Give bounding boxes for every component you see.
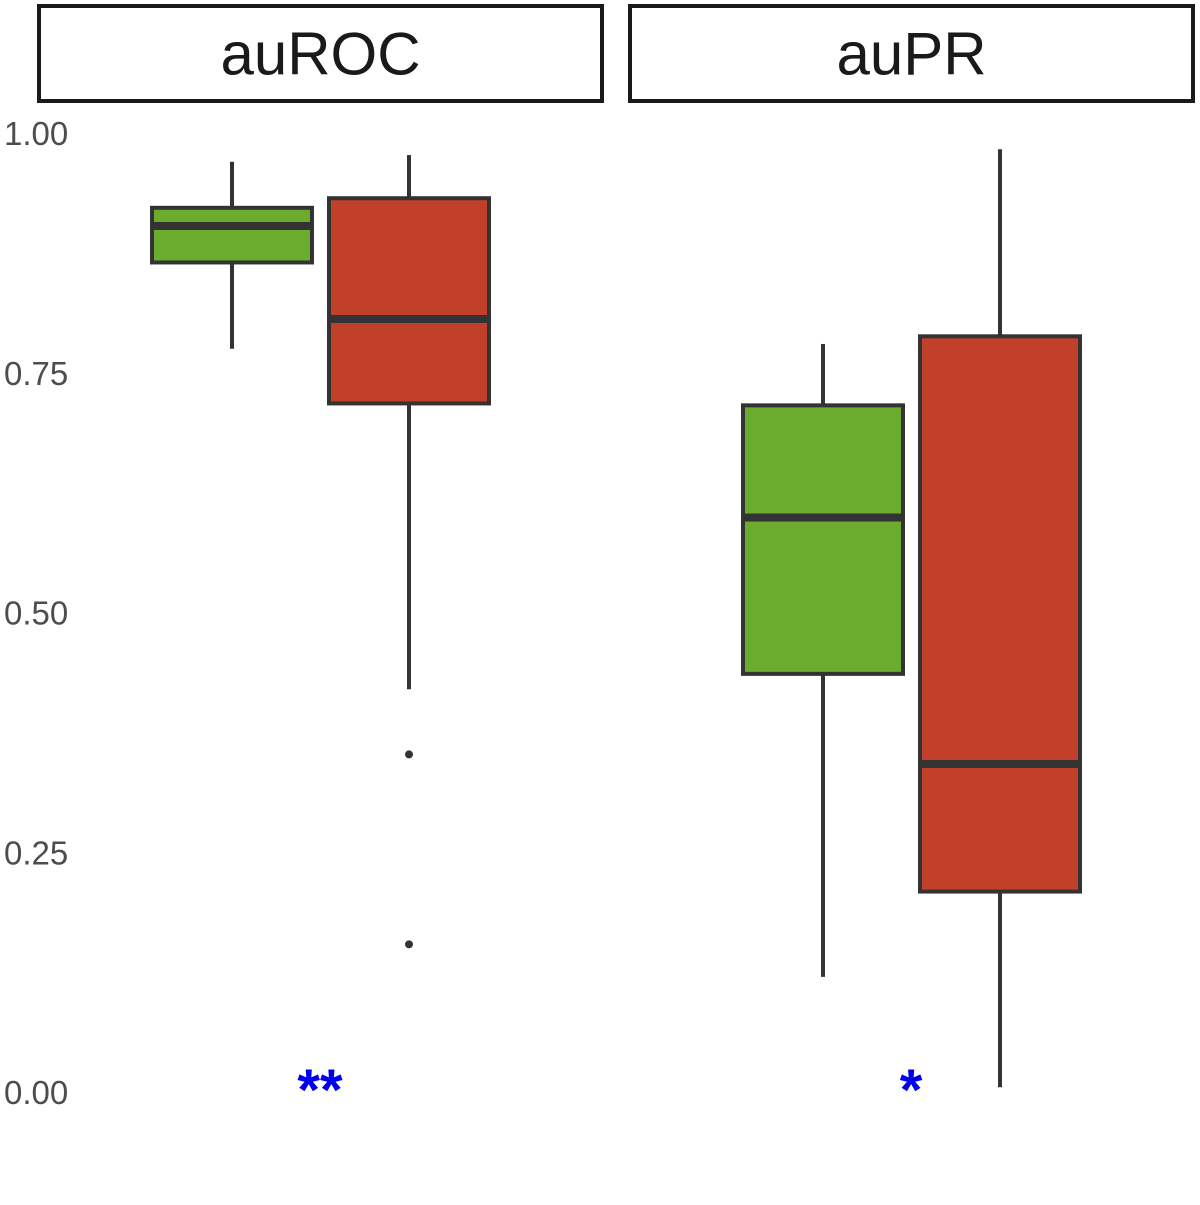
outlier-point [405,750,413,759]
panel-aupr: auPR * [628,4,1195,1123]
y-tick-label: 0.75 [4,355,68,392]
y-tick-label: 0.50 [4,595,68,632]
facet-title: auPR [836,21,986,88]
panel-auroc: auROC ** [37,4,604,1123]
significance-annotation: ** [297,1058,343,1123]
box-iqr [918,334,1082,894]
y-tick-label: 0.00 [4,1074,68,1111]
y-tick-label: 0.25 [4,834,68,871]
box-iqr [150,205,314,265]
outlier-point [405,940,413,949]
box-iqr [741,403,905,676]
box-group_1 [150,161,314,349]
facet-title: auROC [220,21,420,88]
y-axis: 0.00 0.25 0.50 0.75 1.00 [4,115,68,1111]
box-group_2 [327,155,491,949]
box-iqr [327,196,491,406]
y-tick-label: 1.00 [4,115,68,152]
significance-annotation: * [900,1058,923,1123]
facet-strip [37,4,604,103]
box-group_2 [918,149,1082,1088]
facet-strip [628,4,1195,103]
box-group_1 [741,343,905,977]
